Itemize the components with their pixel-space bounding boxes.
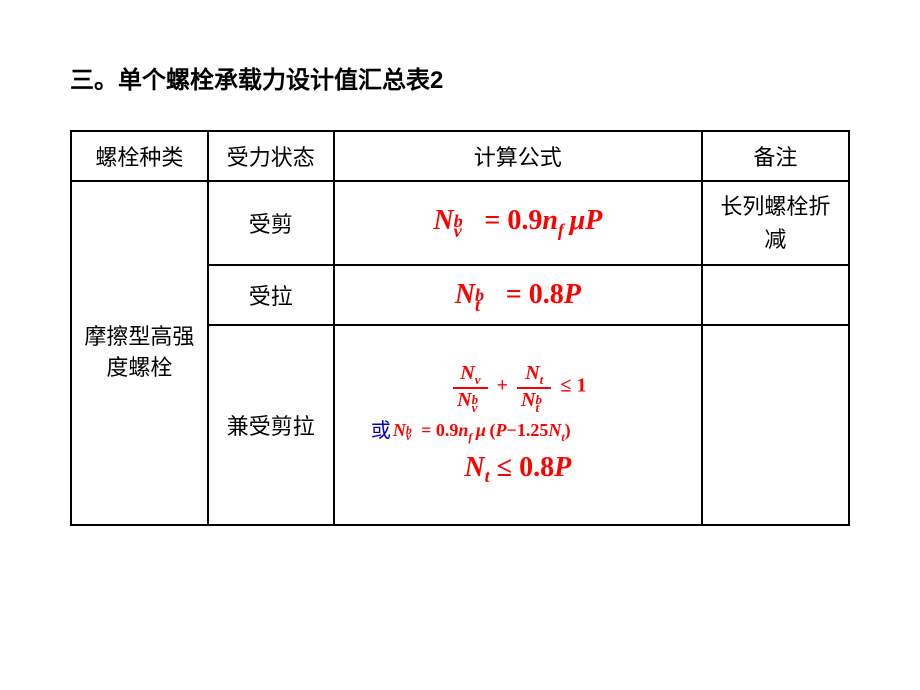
- header-formula: 计算公式: [334, 131, 702, 181]
- combined-frac-formula: Nv Nbv + Nt Nbt ≤ 1: [449, 362, 586, 411]
- header-type: 螺栓种类: [71, 131, 208, 181]
- combined-nt-formula: Nt ≤ 0.8P: [464, 451, 571, 488]
- combined-alt-formula: Nbv = 0.9nf μ (P−1.25Nt): [393, 420, 571, 445]
- shear-formula-cell: Nbv = 0.9nf μP: [334, 181, 702, 265]
- combined-load-label: 兼受剪拉: [208, 325, 334, 525]
- frac1: Nv Nbv: [453, 362, 487, 411]
- table-header-row: 螺栓种类 受力状态 计算公式 备注: [71, 131, 849, 181]
- header-load: 受力状态: [208, 131, 334, 181]
- tension-formula: Nbt = 0.8P: [455, 279, 581, 311]
- row-shear: 摩擦型高强度螺栓 受剪 Nbv = 0.9nf μP 长列螺栓折减: [71, 181, 849, 265]
- frac2: Nt Nbt: [517, 362, 551, 411]
- tension-formula-cell: Nbt = 0.8P: [334, 265, 702, 325]
- bolt-type-text: 摩擦型高强度螺栓: [84, 324, 194, 380]
- combined-formula-cell: Nv Nbv + Nt Nbt ≤ 1: [334, 325, 702, 525]
- bolt-capacity-table: 螺栓种类 受力状态 计算公式 备注 摩擦型高强度螺栓 受剪 Nbv = 0.9n…: [70, 130, 850, 526]
- shear-formula: Nbv = 0.9nf μP: [433, 205, 602, 241]
- header-note: 备注: [702, 131, 849, 181]
- tension-note: [702, 265, 849, 325]
- tension-load-label: 受拉: [208, 265, 334, 325]
- combined-line1: Nv Nbv + Nt Nbt ≤ 1: [347, 362, 689, 411]
- combined-line3: Nt ≤ 0.8P: [347, 451, 689, 488]
- shear-load-label: 受剪: [208, 181, 334, 265]
- shear-note: 长列螺栓折减: [702, 181, 849, 265]
- combined-note: [702, 325, 849, 525]
- page-title: 三。单个螺栓承载力设计值汇总表2: [70, 60, 850, 95]
- or-label: 或: [371, 420, 391, 442]
- bolt-type-cell: 摩擦型高强度螺栓: [71, 181, 208, 525]
- combined-line2: 或 Nbv = 0.9nf μ (P−1.25Nt): [347, 417, 689, 444]
- combined-formula-stack: Nv Nbv + Nt Nbt ≤ 1: [347, 362, 689, 488]
- slide-page: 三。单个螺栓承载力设计值汇总表2 螺栓种类 受力状态 计算公式 备注 摩擦型高强…: [0, 0, 920, 586]
